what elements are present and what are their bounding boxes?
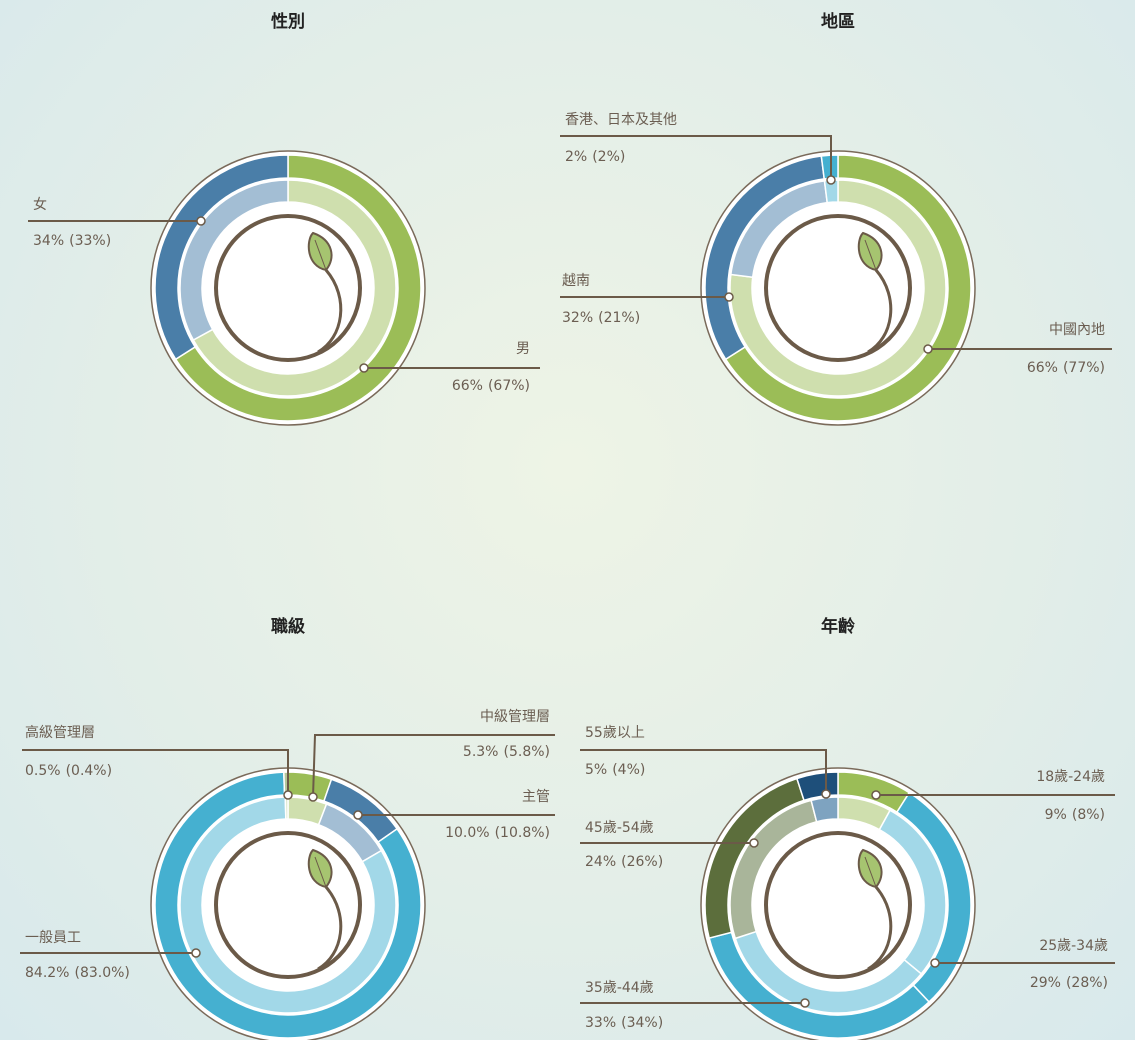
current-value: 0.5% [25,763,61,779]
leader-dot [750,839,758,847]
charts: 性別男 66% (67%) 女 34% (33%) 地區中國內地 66% (77%) 越南 32% (… [0,0,1135,1040]
value-label: 34% (33%) [33,233,111,249]
leader-dot [360,364,368,372]
previous-value: (77%) [1063,360,1105,376]
center [203,820,373,990]
previous-value: (83.0%) [74,965,129,981]
value-label: 9% (8%) [1045,807,1105,823]
category-label: 香港、日本及其他 [565,112,677,128]
category-label: 高級管理層 [25,724,95,741]
current-value: 24% [585,854,616,870]
value-label: 84.2% (83.0%) [25,965,130,981]
category-label: 18歲-24歲 [1036,769,1105,785]
value-label: 32% (21%) [562,310,640,326]
donut-chart: 年齡 18歲-24歲 9% (8%) 25歲-34歲 29% (28%) 35歲-44歲 33%… [580,616,1115,1040]
previous-value: (10.8%) [495,825,550,841]
center [753,820,923,990]
value-label: 2% (2%) [565,149,625,165]
previous-value: (34%) [621,1015,663,1031]
value-label: 66% (67%) [452,378,530,394]
value-label: 33% (34%) [585,1015,663,1031]
category-label: 25歲-34歲 [1039,938,1108,954]
category-label: 中國內地 [1049,322,1105,338]
category-label: 45歲-54歲 [585,820,654,836]
current-value: 32% [562,310,593,326]
chart-title: 職級 [271,616,305,637]
leader-dot [931,959,939,967]
category-label: 35歲-44歲 [585,980,654,996]
donut-segment [821,155,838,179]
value-label: 10.0% (10.8%) [445,825,550,841]
current-value: 66% [452,378,483,394]
leader-dot [725,293,733,301]
category-label: 主管 [522,789,550,805]
current-value: 66% [1027,360,1058,376]
category-label: 男 [516,341,530,357]
category-label: 女 [33,196,47,213]
previous-value: (28%) [1066,975,1108,991]
chart-title: 性別 [271,11,305,32]
value-label: 5.3% (5.8%) [463,744,550,760]
value-label: 66% (77%) [1027,360,1105,376]
previous-value: (4%) [612,762,645,778]
previous-value: (33%) [69,233,111,249]
value-label: 0.5% (0.4%) [25,763,112,779]
leader-dot [822,790,830,798]
donut-segment [285,797,288,819]
leader-dot [354,811,362,819]
leader-dot [924,345,932,353]
value-label: 24% (26%) [585,854,663,870]
category-label: 中級管理層 [480,709,550,725]
chart-title: 年齡 [821,616,855,637]
previous-value: (26%) [621,854,663,870]
current-value: 5.3% [463,744,499,760]
category-label: 55歲以上 [585,725,645,741]
current-value: 5% [585,762,607,778]
category-label: 越南 [562,273,590,289]
current-value: 29% [1030,975,1061,991]
leader-dot [872,791,880,799]
previous-value: (2%) [592,149,625,165]
leader-dot [284,791,292,799]
leader-dot [801,999,809,1007]
previous-value: (21%) [598,310,640,326]
current-value: 84.2% [25,965,69,981]
leader-dot [192,949,200,957]
current-value: 10.0% [445,825,489,841]
previous-value: (8%) [1072,807,1105,823]
leader-dot [309,793,317,801]
center [753,203,923,373]
previous-value: (5.8%) [504,744,551,760]
previous-value: (0.4%) [66,763,113,779]
donut-chart: 性別男 66% (67%) 女 34% (33%) [28,11,540,425]
category-label: 一般員工 [25,930,81,946]
leader-dot [827,176,835,184]
current-value: 33% [585,1015,616,1031]
current-value: 2% [565,149,587,165]
previous-value: (67%) [488,378,530,394]
donut-segment [811,797,838,822]
current-value: 34% [33,233,64,249]
value-label: 5% (4%) [585,762,645,778]
leader-dot [197,217,205,225]
chart-title: 地區 [821,11,855,32]
center [203,203,373,373]
value-label: 29% (28%) [1030,975,1108,991]
current-value: 9% [1045,807,1067,823]
